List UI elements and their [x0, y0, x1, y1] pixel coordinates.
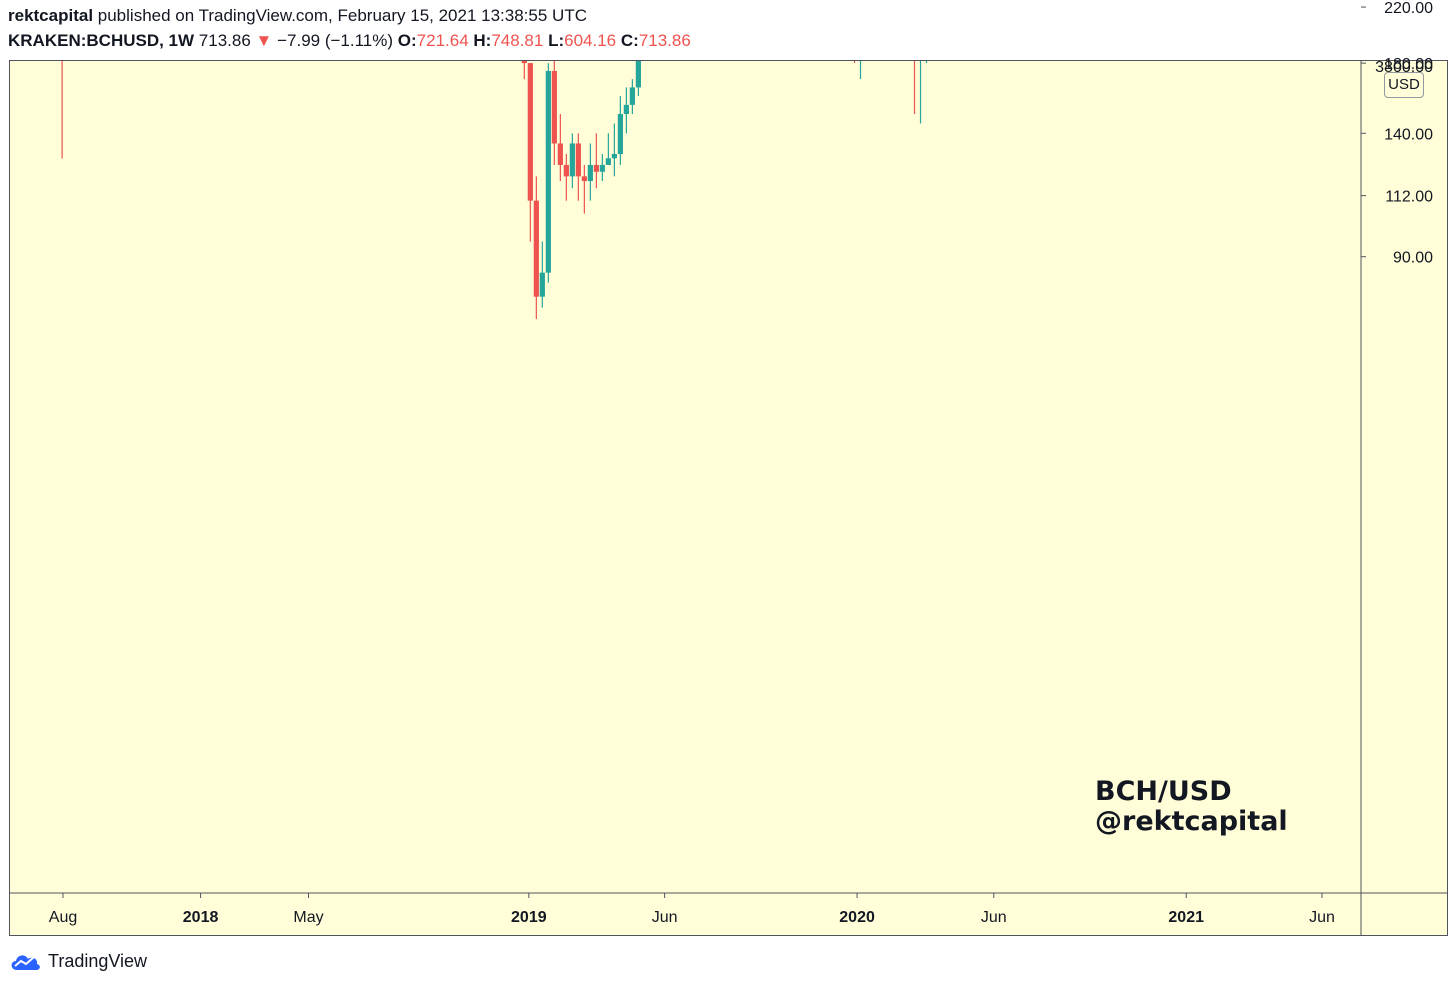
candle-body: [1026, 0, 1031, 1]
candle-body: [557, 143, 563, 165]
candle-body: [828, 0, 833, 7]
candle-body: [840, 20, 845, 21]
symbol-legend: KRAKEN:BCHUSD, 1W 713.86 ▼ −7.99 (−1.11%…: [8, 31, 691, 51]
candle-body: [1062, 0, 1067, 1]
price-change: −7.99 (−1.11%): [277, 31, 394, 50]
candle-body: [617, 114, 623, 154]
candle-body: [798, 0, 803, 7]
time-axis-label: Jun: [981, 909, 1007, 926]
candle-body: [629, 87, 635, 105]
symbol-label[interactable]: KRAKEN:BCHUSD, 1W: [8, 31, 195, 50]
candle-body: [786, 7, 791, 13]
candle-body: [1086, 0, 1091, 1]
candle-body: [539, 272, 545, 297]
footer-brand-label: TradingView: [48, 950, 148, 971]
footer-brand[interactable]: TradingView: [8, 950, 147, 972]
high-value: 748.81: [491, 31, 544, 50]
price-axis-label-partial: 3800.00: [1375, 59, 1433, 76]
candle-body: [635, 61, 641, 88]
candle-body: [918, 48, 923, 55]
candle-body: [1032, 0, 1037, 1]
candle-body: [870, 0, 875, 7]
candles-group: [61, 0, 1091, 320]
candle-body: [912, 0, 917, 55]
candle-body: [611, 153, 617, 159]
candle-body: [563, 164, 569, 177]
chart-watermark: BCH/USD @rektcapital: [1095, 777, 1288, 837]
chart-area[interactable]: [9, 60, 1448, 936]
currency-badge[interactable]: USD: [1384, 72, 1424, 98]
candle-body: [569, 143, 575, 177]
candle-body: [852, 27, 857, 34]
candle-body: [792, 7, 797, 13]
time-axis-label: May: [293, 909, 323, 926]
candle-body: [924, 20, 929, 48]
watermark-pair: BCH/USD: [1095, 776, 1232, 807]
candle-body: [1074, 7, 1079, 13]
price-axis-label: 220.00: [1384, 0, 1433, 17]
publish-header: rektcapital published on TradingView.com…: [8, 6, 587, 26]
candle-body: [533, 200, 539, 297]
time-axis-label: 2018: [183, 909, 219, 926]
time-axis-label: Jun: [652, 909, 678, 926]
candle-body: [930, 0, 935, 20]
tradingview-logo-icon: [11, 955, 40, 970]
candle-body: [545, 70, 551, 273]
candle-body: [1008, 0, 1013, 1]
low-value: 604.16: [564, 31, 617, 50]
candle-body: [864, 7, 869, 27]
time-axis-label: 2019: [511, 909, 547, 926]
open-label: O:: [397, 31, 417, 50]
candle-body: [858, 27, 863, 34]
candle-body: [605, 158, 611, 165]
candle-body: [581, 176, 587, 182]
candle-body: [1080, 1, 1085, 14]
candle-body: [527, 63, 533, 201]
candle-body: [780, 0, 785, 7]
watermark-handle: @rektcapital: [1095, 806, 1288, 837]
high-label: H:: [473, 31, 492, 50]
close-label: C:: [620, 31, 639, 50]
price-axis-label: 90.00: [1393, 250, 1433, 267]
time-axis-label: Aug: [49, 909, 77, 926]
price-axis-label: 180.00: [1384, 56, 1433, 73]
candle-body: [834, 7, 839, 20]
candle-body: [599, 164, 605, 172]
down-arrow-icon: ▼: [255, 31, 273, 50]
low-label: L:: [548, 31, 565, 50]
last-price: 713.86: [198, 31, 251, 50]
candle-body: [575, 143, 581, 177]
time-axis-label: 2020: [839, 909, 875, 926]
price-axis-label: 140.00: [1384, 126, 1433, 143]
author-name[interactable]: rektcapital: [8, 6, 94, 25]
candle-body: [623, 104, 629, 115]
candle-body: [521, 61, 527, 64]
candle-body: [593, 164, 599, 172]
candle-body: [1002, 0, 1007, 1]
open-value: 721.64: [416, 31, 469, 50]
time-axis-label: 2021: [1168, 909, 1204, 926]
candle-body: [551, 70, 557, 144]
candle-body: [1068, 1, 1073, 7]
publish-info: published on TradingView.com, February 1…: [93, 6, 587, 25]
close-value: 713.86: [638, 31, 691, 50]
price-axis-label: 112.00: [1385, 189, 1433, 206]
time-axis-label: Jun: [1309, 909, 1335, 926]
candle-body: [846, 20, 851, 27]
candle-body: [587, 164, 593, 182]
